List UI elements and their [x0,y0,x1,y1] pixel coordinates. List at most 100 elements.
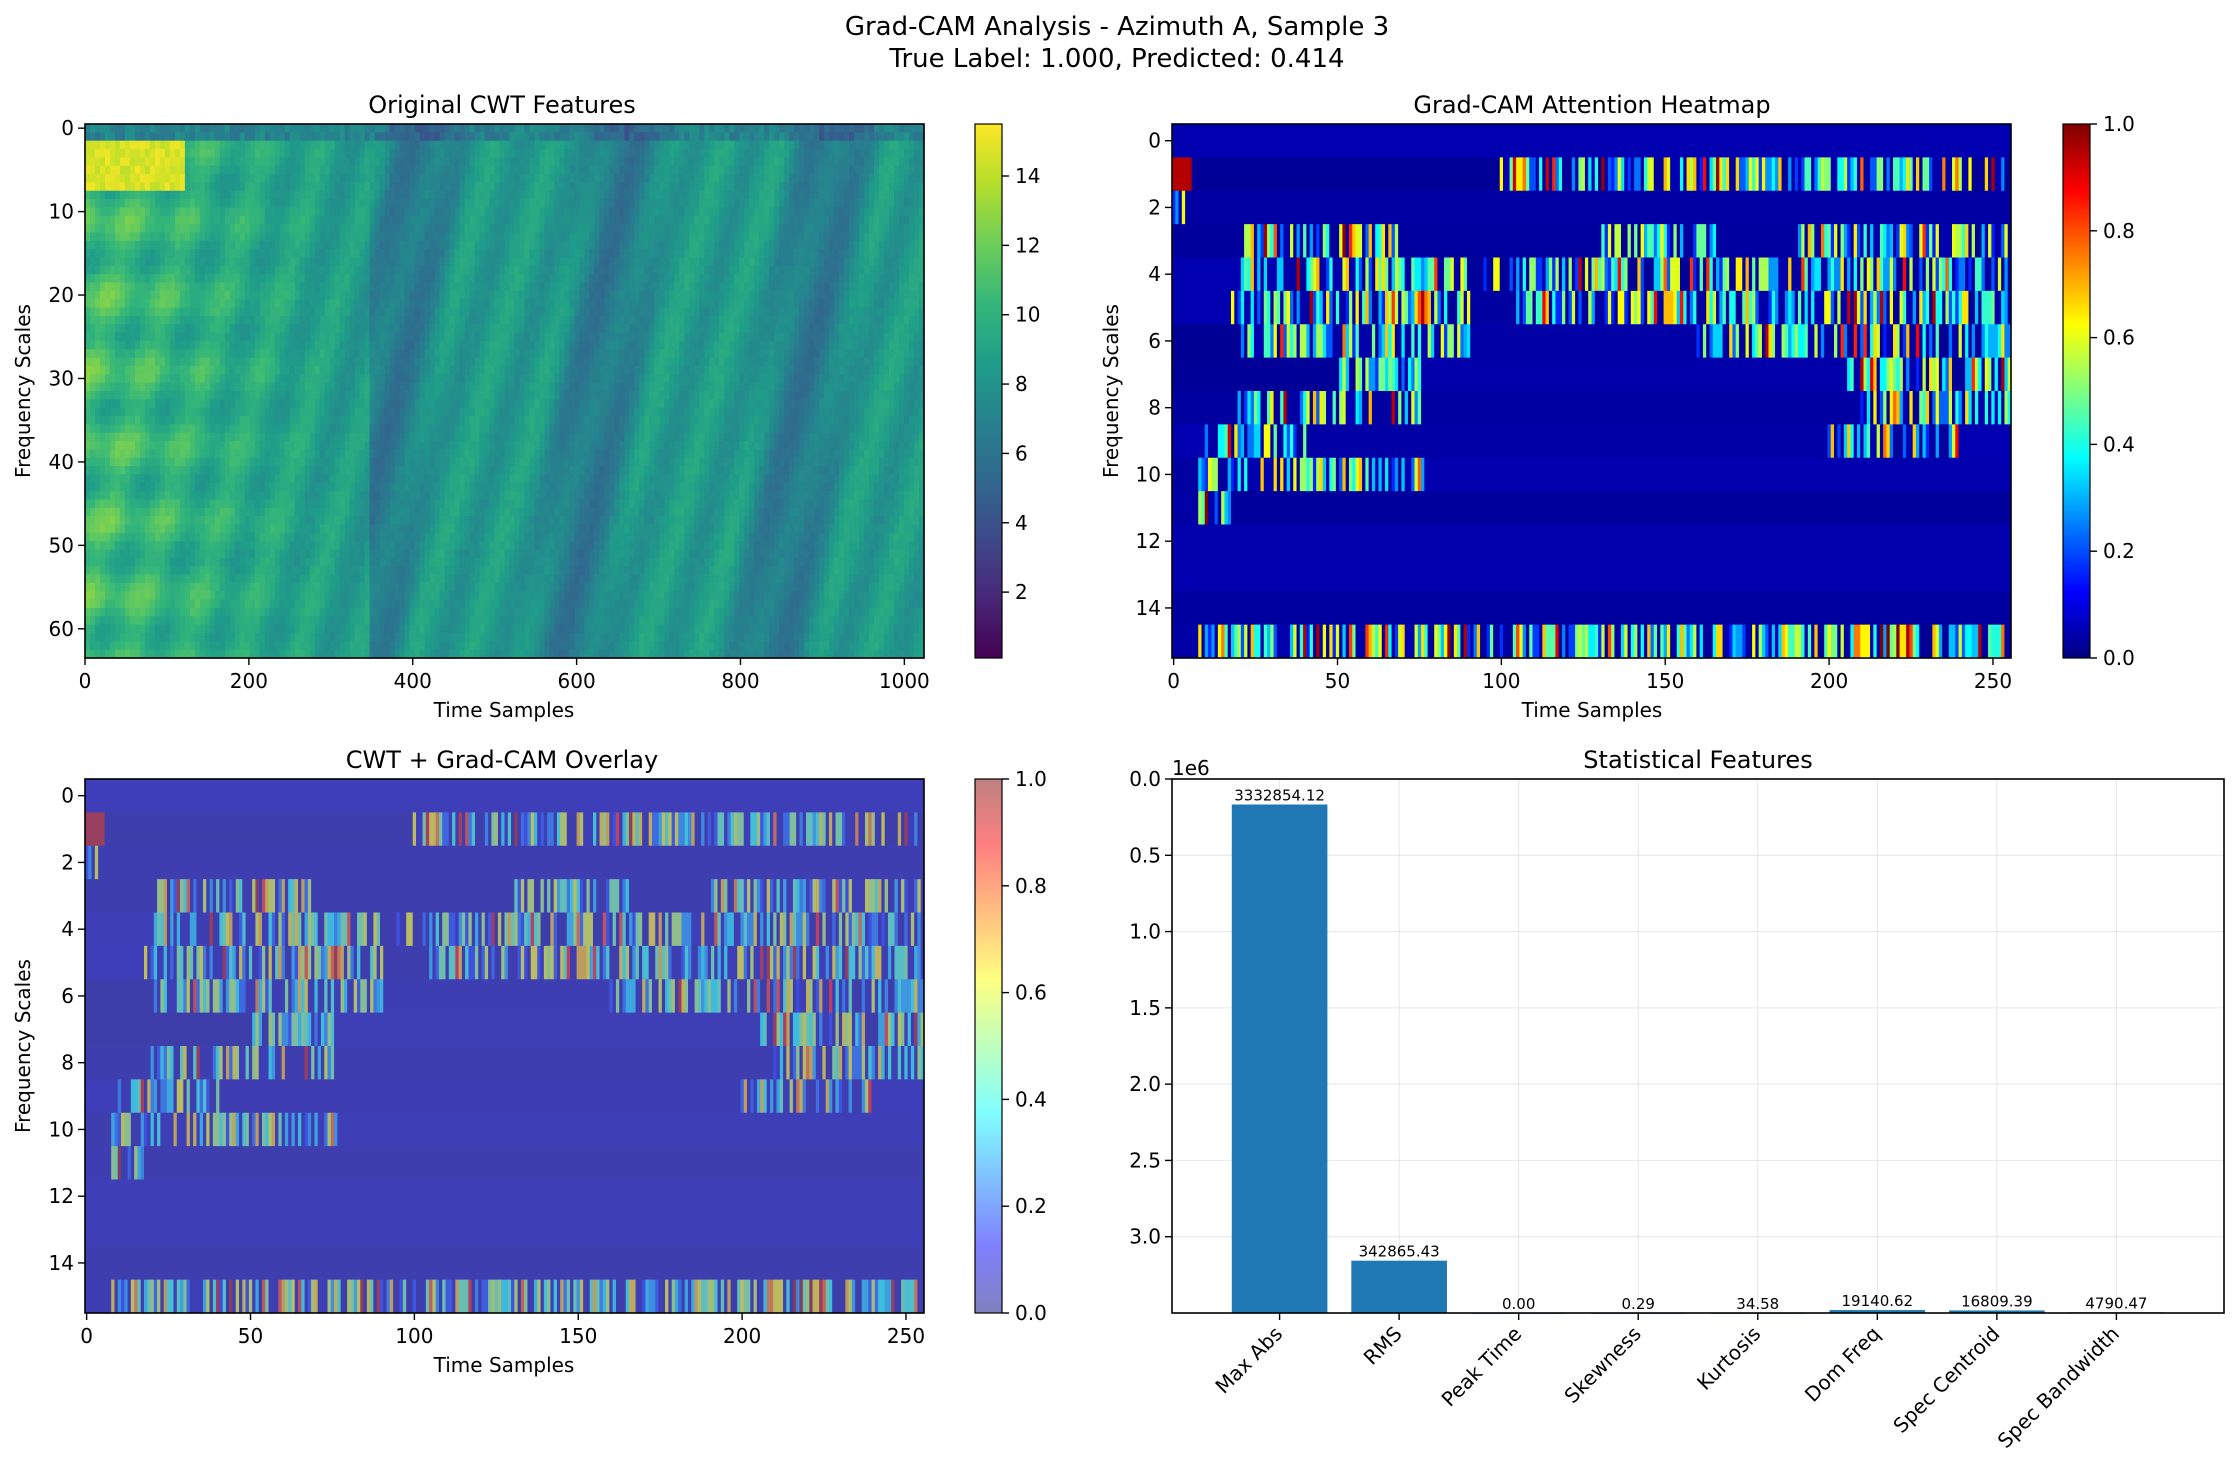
cwt-cell [324,307,331,317]
cwt-cell [894,315,900,325]
cwt-cell [504,140,511,150]
cwt-cell [104,315,111,325]
cwt-cell [89,140,96,150]
cwt-cell [364,340,371,350]
cwt-cell [879,274,885,284]
cwt-cell [499,340,506,350]
cwt-cell [469,324,476,334]
cwt-cell [829,215,835,225]
cwt-cell [364,290,371,300]
cwt-cell [474,132,481,142]
cwt-cell [599,357,605,367]
cwt-cell [469,340,476,350]
cwt-cell [579,265,585,275]
cwt-cell [294,140,301,150]
cwt-cell [769,340,775,350]
cwt-cell [904,307,910,317]
cwt-cell [584,149,590,158]
cwt-cell [299,274,306,284]
cwt-cell [564,282,571,292]
cwt-cell [444,165,451,175]
cwt-cell [514,249,521,259]
cwt-cell [479,357,486,367]
cwt-cell [699,199,705,209]
cwt-cell [369,215,376,225]
cwt-cell [94,157,101,167]
cwt-cell [874,174,880,183]
cwt-cell [709,249,715,259]
cwt-cell [819,290,825,300]
cwt-cell [369,315,376,325]
cwt-cell [289,265,296,275]
cwt-cell [279,232,286,242]
cwt-cell [619,324,625,334]
cwt-cell [799,140,805,150]
cwt-cell [834,232,840,242]
cwt-cell [519,324,526,334]
cwt-cell [244,174,251,183]
cwt-cell [689,349,695,359]
cwt-cell [569,265,576,275]
cwt-cell [439,232,446,242]
cwt-cell [184,199,191,209]
cwt-cell [574,332,581,342]
cwt-cell [134,190,141,200]
cwt-cell [634,149,640,158]
cwt-cell [299,232,306,242]
cwt-cell [819,315,825,325]
cwt-cell [739,132,745,142]
cwt-cell [424,357,431,367]
cwt-cell [129,207,136,217]
cwt-cell [719,140,725,150]
cwt-cell [754,290,760,300]
cwt-cell [574,157,581,167]
cwt-cell [469,257,476,267]
cwt-cell [764,224,770,234]
cwt-cell [734,282,740,292]
cwt-cell [89,157,96,167]
cwt-cell [819,349,825,359]
cwt-cell [794,232,800,242]
cwt-cell [349,282,356,292]
cwt-cell [169,274,176,284]
cwt-cell [344,282,351,292]
cwt-cell [534,140,541,150]
cwt-cell [274,240,281,250]
cwt-cell [274,332,281,342]
cwt-cell [444,249,451,259]
cwt-cell [664,257,670,267]
cwt-cell [319,224,326,234]
cwt-cell [209,182,216,192]
cwt-cell [829,232,835,242]
cwt-cell [424,124,431,133]
cwt-cell [824,207,830,217]
cwt-cell [499,332,506,342]
cwt-cell [899,315,905,325]
cwt-cell [759,257,765,267]
cwt-cell [904,340,910,350]
cwt-cell [864,307,870,317]
cwt-cell [899,299,905,309]
cwt-cell [119,340,126,350]
cwt-cell [234,274,241,284]
cwt-cell [199,149,206,158]
cwt-cell [784,290,790,300]
cwt-cell [639,257,645,267]
cwt-cell [239,324,246,334]
cwt-cell [904,149,910,158]
cwt-cell [274,299,281,309]
cwt-cell [699,315,705,325]
cwt-cell [619,149,625,158]
cwt-cell [459,215,466,225]
cwt-cell [829,149,835,158]
cwt-cell [209,249,216,259]
cwt-cell [724,332,730,342]
cwt-cell [409,249,416,259]
cwt-cell [524,182,531,192]
cwt-cell [279,224,286,234]
cwt-cell [159,190,166,200]
cwt-cell [489,149,496,158]
cwt-cell [599,315,605,325]
cwt-cell [499,349,506,359]
cwt-cell [579,332,585,342]
